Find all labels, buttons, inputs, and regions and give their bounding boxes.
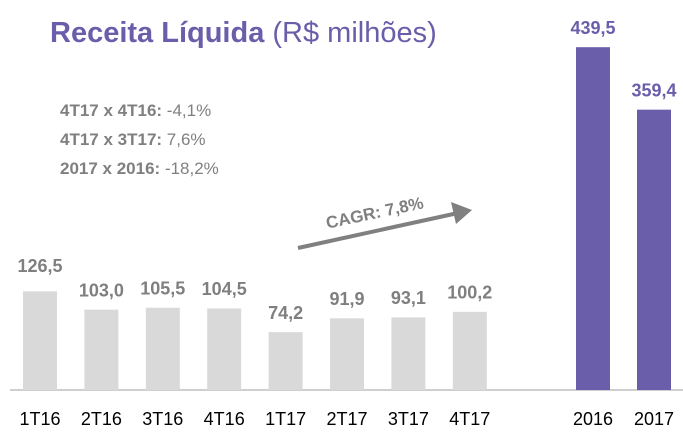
value-label: 93,1 <box>391 288 426 308</box>
annotation-value: -18,2% <box>165 159 219 178</box>
cagr-label: CAGR: 7,8% <box>324 193 425 232</box>
x-tick-label: 1T16 <box>19 409 60 429</box>
value-label: 91,9 <box>329 289 364 309</box>
x-tick-label: 4T17 <box>449 409 490 429</box>
x-tick-label: 2016 <box>573 409 613 429</box>
x-tick-label: 4T16 <box>204 409 245 429</box>
value-label: 103,0 <box>79 280 124 300</box>
bar <box>268 332 303 390</box>
bar <box>576 47 610 390</box>
value-label: 359,4 <box>631 80 676 100</box>
annotation: 2017 x 2016: -18,2% <box>60 159 219 178</box>
annotation-label: 4T17 x 3T17: <box>60 130 162 149</box>
bar <box>23 291 57 390</box>
x-tick-label: 2T17 <box>326 409 367 429</box>
value-label: 439,5 <box>570 18 615 38</box>
cagr-arrow <box>297 211 459 250</box>
bar <box>207 308 242 390</box>
x-tick-label: 2017 <box>634 409 674 429</box>
value-label: 105,5 <box>140 278 185 298</box>
annotation-label: 2017 x 2016: <box>60 159 160 178</box>
bar <box>145 307 180 390</box>
annotation-label: 4T17 x 4T16: <box>60 101 162 120</box>
chart-title-group: Receita Líquida (R$ milhões) <box>50 17 437 49</box>
bar <box>391 317 426 390</box>
bar <box>84 309 119 390</box>
value-label: 100,2 <box>447 283 492 303</box>
annotation-value: -4,1% <box>167 101 211 120</box>
x-tick-label: 1T17 <box>265 409 306 429</box>
x-tick-label: 2T16 <box>81 409 122 429</box>
cagr-group: CAGR: 7,8% <box>324 193 425 232</box>
annotation-value: 7,6% <box>167 130 206 149</box>
x-tick-label: 3T16 <box>142 409 183 429</box>
x-tick-label: 3T17 <box>388 409 429 429</box>
bar <box>452 311 487 390</box>
chart-title: Receita Líquida <box>50 17 265 49</box>
bar <box>330 318 364 390</box>
bar <box>637 109 671 390</box>
cagr-arrowhead <box>451 202 472 224</box>
value-label: 126,5 <box>17 256 62 276</box>
value-label: 74,2 <box>268 303 303 323</box>
value-label: 104,5 <box>202 279 247 299</box>
annotation: 4T17 x 3T17: 7,6% <box>60 130 206 149</box>
annotation: 4T17 x 4T16: -4,1% <box>60 101 211 120</box>
chart-subtitle: (R$ milhões) <box>272 17 436 49</box>
